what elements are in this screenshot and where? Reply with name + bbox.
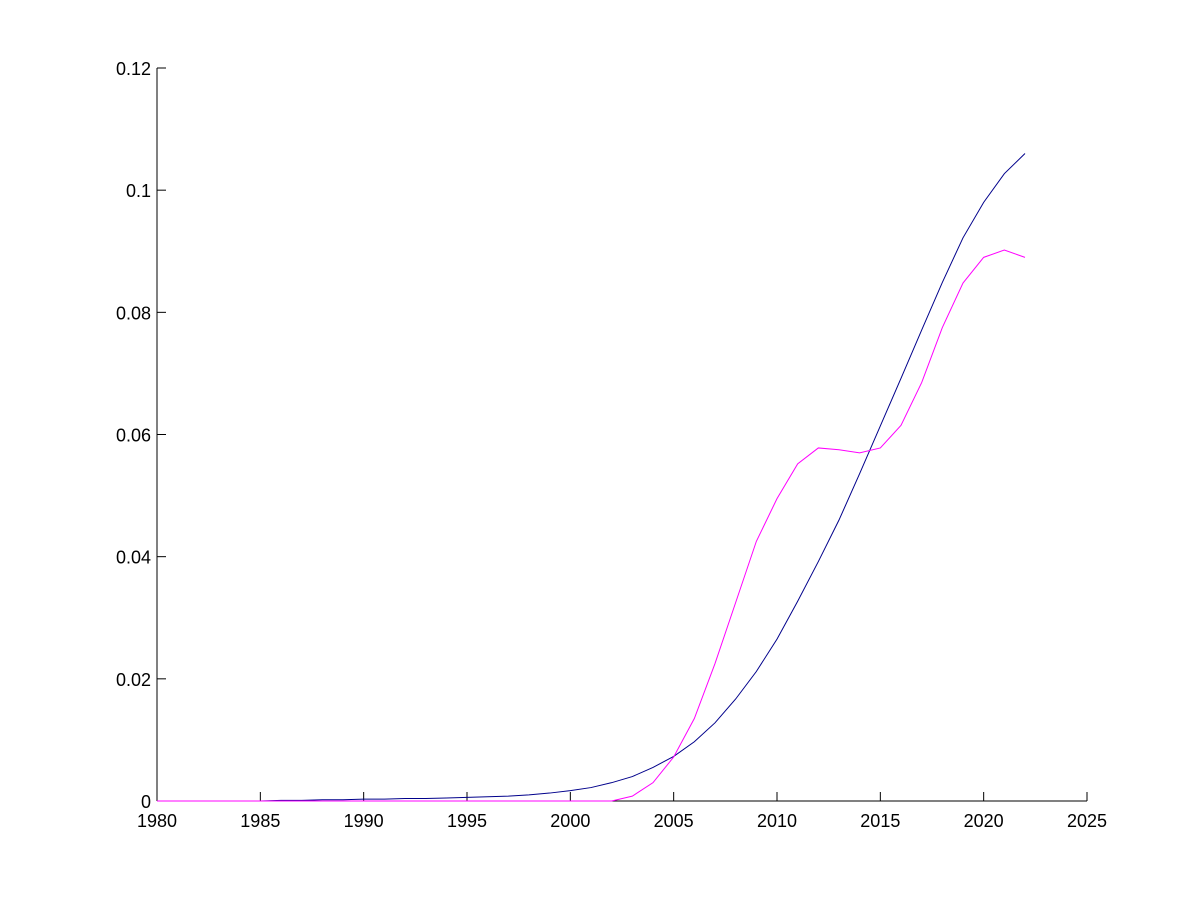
y-tick-label: 0.1 [126, 181, 151, 201]
y-tick-label: 0.12 [116, 59, 151, 79]
series-line-2 [157, 249, 1026, 802]
series-lines [157, 153, 1026, 802]
x-tick-label: 2020 [964, 811, 1004, 831]
series-line-1 [157, 153, 1026, 802]
x-tick-label: 1995 [447, 811, 487, 831]
y-tick-label: 0.06 [116, 426, 151, 446]
x-tick-label: 2010 [757, 811, 797, 831]
y-tick-label: 0.04 [116, 548, 151, 568]
x-tick-label: 1990 [344, 811, 384, 831]
x-tick-label: 1980 [137, 811, 177, 831]
y-tick-label: 0 [141, 792, 151, 812]
x-tick-label: 2025 [1067, 811, 1107, 831]
x-tick-label: 2005 [654, 811, 694, 831]
x-tick-label: 2015 [860, 811, 900, 831]
x-tick-label: 2000 [550, 811, 590, 831]
y-tick-label: 0.08 [116, 303, 151, 323]
axes: 1980 1985 1990 1995 2000 2005 2010 2015 2020 2025… [116, 59, 1107, 831]
y-tick-label: 0.02 [116, 670, 151, 690]
x-tick-label: 1985 [240, 811, 280, 831]
